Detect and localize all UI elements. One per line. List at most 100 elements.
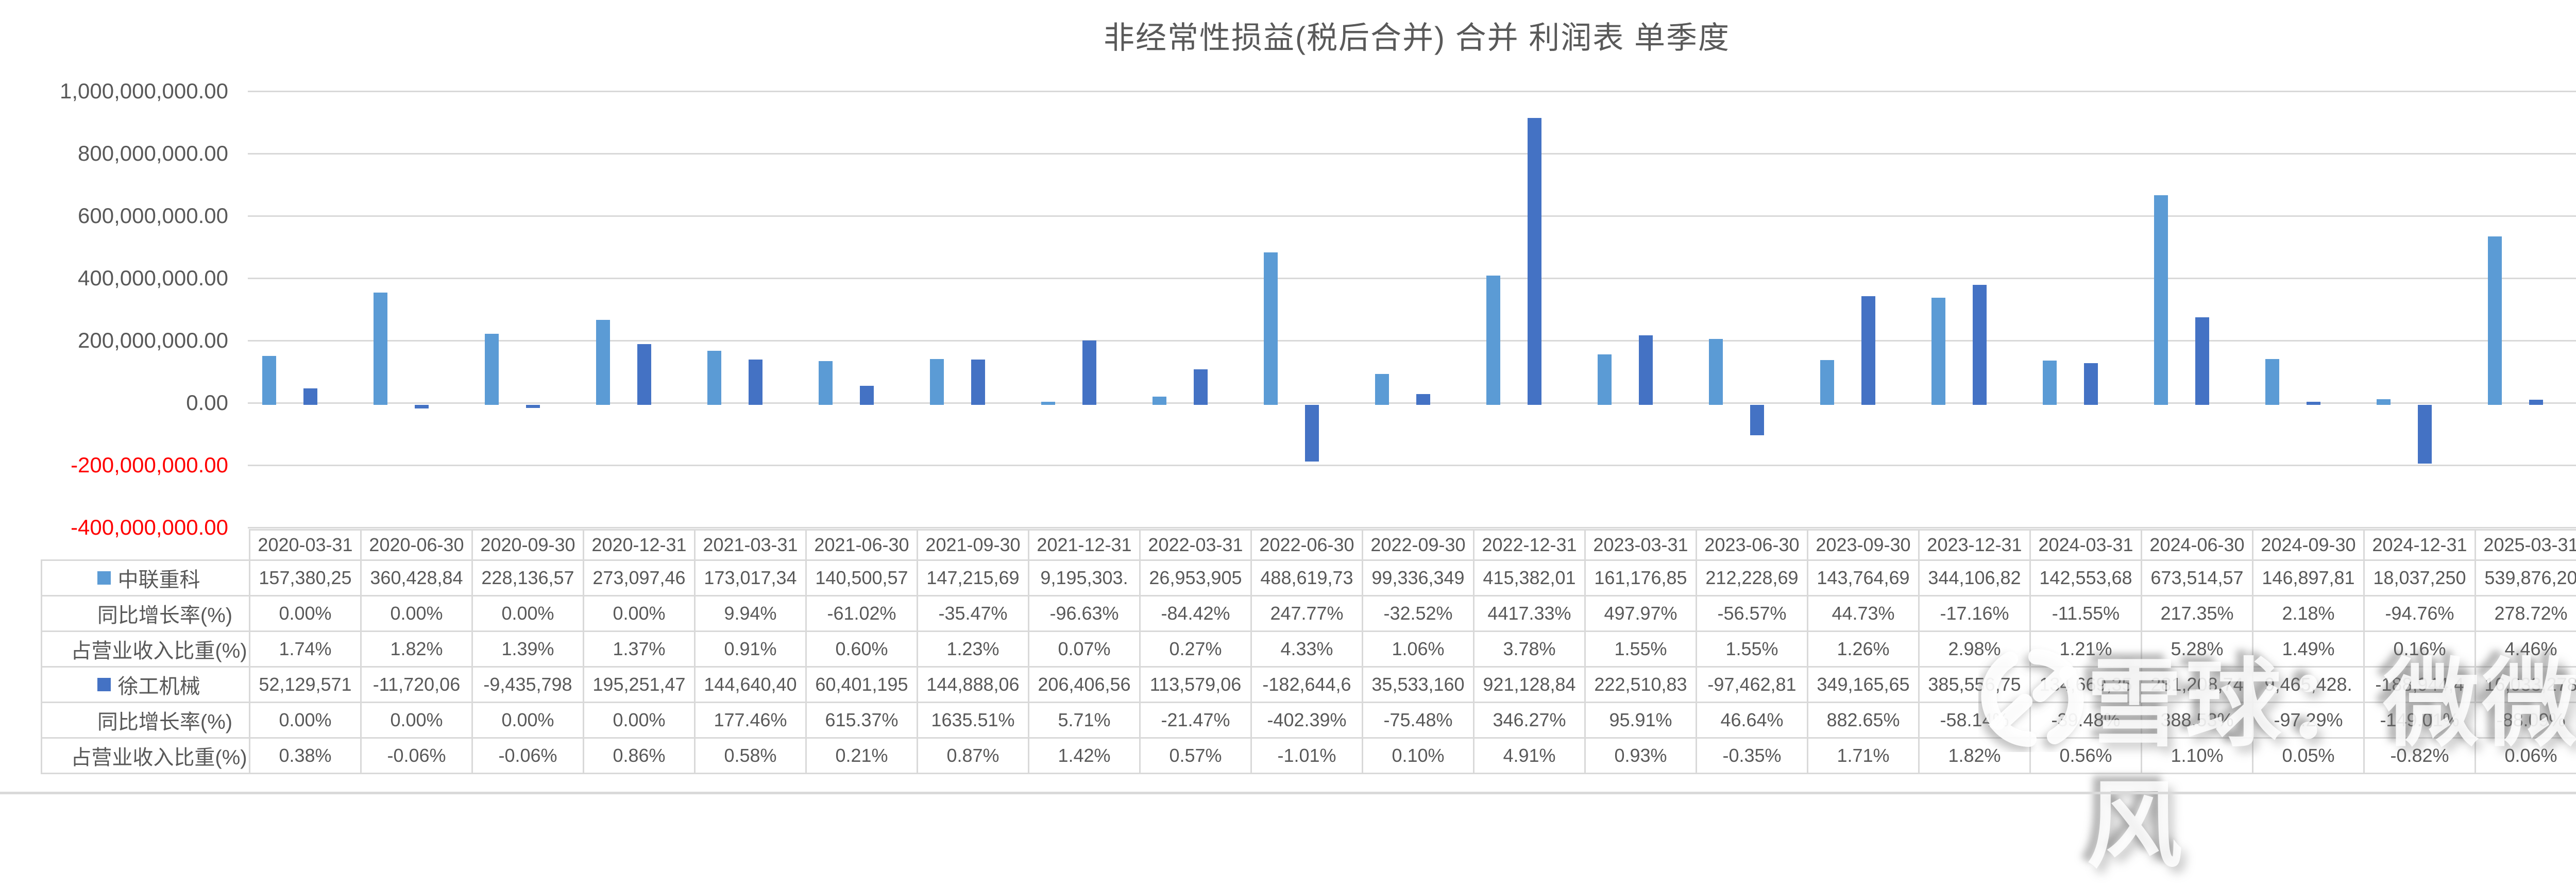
date-header: 2024-06-30 <box>2142 530 2253 560</box>
zhonglian-bar <box>930 359 944 405</box>
table-cell: 0.00% <box>361 703 472 738</box>
table-cell: 247.77% <box>1251 596 1363 632</box>
table-cell: -75.48% <box>1363 703 1474 738</box>
zhonglian-bar <box>2488 236 2502 405</box>
table-cell: 60,401,195 <box>806 667 918 703</box>
date-header: 2021-06-30 <box>806 530 918 560</box>
gridline <box>248 215 2576 217</box>
table-row: 占营业收入比重(%)0.38%-0.06%-0.06%0.86%0.58%0.2… <box>42 738 2576 774</box>
xugong-bar <box>749 360 762 405</box>
table-cell: -58.14% <box>1919 703 2030 738</box>
zhonglian-bar <box>485 334 499 405</box>
xugong-bar <box>1973 285 1987 405</box>
zhonglian-bar <box>1153 397 1166 405</box>
table-cell: 415,382,01 <box>1474 560 1585 596</box>
table-row: 同比增长率(%)0.00%0.00%0.00%0.00%177.46%615.3… <box>42 703 2576 738</box>
row-label-share: 占营业收入比重(%) <box>42 632 250 667</box>
table-cell: -0.06% <box>361 738 472 774</box>
zhonglian-bar <box>1709 339 1723 405</box>
date-header: 2022-12-31 <box>1474 530 1585 560</box>
table-cell: -149.01% <box>2364 703 2476 738</box>
table-cell: 0.93% <box>1585 738 1697 774</box>
table-cell: 0.00% <box>361 596 472 632</box>
table-cell: 0.56% <box>2030 738 2142 774</box>
table-cell: 2.98% <box>1919 632 2030 667</box>
xugong-bar <box>2307 402 2320 405</box>
table-cell: 143,764,69 <box>1808 560 1919 596</box>
table-cell: 273,097,46 <box>584 560 695 596</box>
table-cell: 1.55% <box>1697 632 1808 667</box>
series-name: 中联重科 <box>118 563 200 593</box>
table-cell: 44.73% <box>1808 596 1919 632</box>
gridline <box>248 91 2576 92</box>
table-cell: -35.47% <box>918 596 1029 632</box>
xugong-bar <box>971 360 985 405</box>
table-cell: 146,897,81 <box>2253 560 2364 596</box>
table-cell: 173,017,34 <box>695 560 806 596</box>
legend-swatch-icon <box>97 571 111 585</box>
zhonglian-bar <box>1486 276 1500 405</box>
table-cell: -96.63% <box>1029 596 1140 632</box>
date-header: 2020-06-30 <box>361 530 472 560</box>
xugong-bar <box>526 405 540 408</box>
y-axis-label: 600,000,000.00 <box>0 202 228 229</box>
table-cell: 99,336,349 <box>1363 560 1474 596</box>
table-cell: -56.57% <box>1697 596 1808 632</box>
y-axis-label: 0.00 <box>0 389 228 416</box>
table-cell: 1.39% <box>472 632 584 667</box>
table-cell: -88.09% <box>2476 703 2576 738</box>
table-row: 同比增长率(%)0.00%0.00%0.00%0.00%9.94%-61.02%… <box>42 596 2576 632</box>
date-header: 2024-03-31 <box>2030 530 2142 560</box>
date-header: 2020-09-30 <box>472 530 584 560</box>
table-cell: -0.06% <box>472 738 584 774</box>
y-axis-label: 800,000,000.00 <box>0 140 228 167</box>
table-cell: 9,465,428. <box>2253 667 2364 703</box>
table-cell: 1.26% <box>1808 632 1919 667</box>
table-cell: 278.72% <box>2476 596 2576 632</box>
table-cell: 147,215,69 <box>918 560 1029 596</box>
table-cell: 18,037,250 <box>2364 560 2476 596</box>
date-header: 2023-09-30 <box>1808 530 1919 560</box>
table-cell: 0.38% <box>250 738 361 774</box>
xugong-bar <box>637 344 651 405</box>
y-axis-label: -200,000,000.00 <box>0 452 228 479</box>
date-header: 2023-12-31 <box>1919 530 2030 560</box>
gridline <box>248 527 2576 528</box>
table-cell: 0.57% <box>1140 738 1251 774</box>
table-cell: 1.74% <box>250 632 361 667</box>
zhonglian-bar <box>1264 252 1278 405</box>
date-header: 2023-06-30 <box>1697 530 1808 560</box>
table-cell: 1.82% <box>361 632 472 667</box>
table-cell: 26,953,905 <box>1140 560 1251 596</box>
table-cell: 0.86% <box>584 738 695 774</box>
xugong-bar <box>860 386 874 405</box>
xugong-bar <box>2418 405 2432 464</box>
table-cell: -11.55% <box>2030 596 2142 632</box>
table-cell: 140,500,57 <box>806 560 918 596</box>
table-cell: -32.52% <box>1363 596 1474 632</box>
table-cell: -97.29% <box>2253 703 2364 738</box>
table-cell: 388.53% <box>2142 703 2253 738</box>
table-cell: -182,644,6 <box>1251 667 1363 703</box>
table-cell: 1.82% <box>1919 738 2030 774</box>
zhonglian-bar <box>374 293 387 405</box>
date-header: 2021-03-31 <box>695 530 806 560</box>
y-axis-label: 400,000,000.00 <box>0 265 228 292</box>
zhonglian-bar <box>819 361 833 405</box>
date-header: 2022-09-30 <box>1363 530 1474 560</box>
xugong-bar <box>1861 296 1875 405</box>
table-cell: -9,435,798 <box>472 667 584 703</box>
table-cell: 0.91% <box>695 632 806 667</box>
table-cell: -0.82% <box>2364 738 2476 774</box>
xugong-bar <box>2084 363 2098 405</box>
y-axis-label: 200,000,000.00 <box>0 327 228 354</box>
zhonglian-bar <box>1598 354 1612 405</box>
xugong-bar <box>1750 405 1764 435</box>
table-cell: 3.78% <box>1474 632 1585 667</box>
table-cell: 0.16% <box>2364 632 2476 667</box>
table-cell: 1.21% <box>2030 632 2142 667</box>
table-cell: -39.48% <box>2030 703 2142 738</box>
table-cell: 539,876,20 <box>2476 560 2576 596</box>
